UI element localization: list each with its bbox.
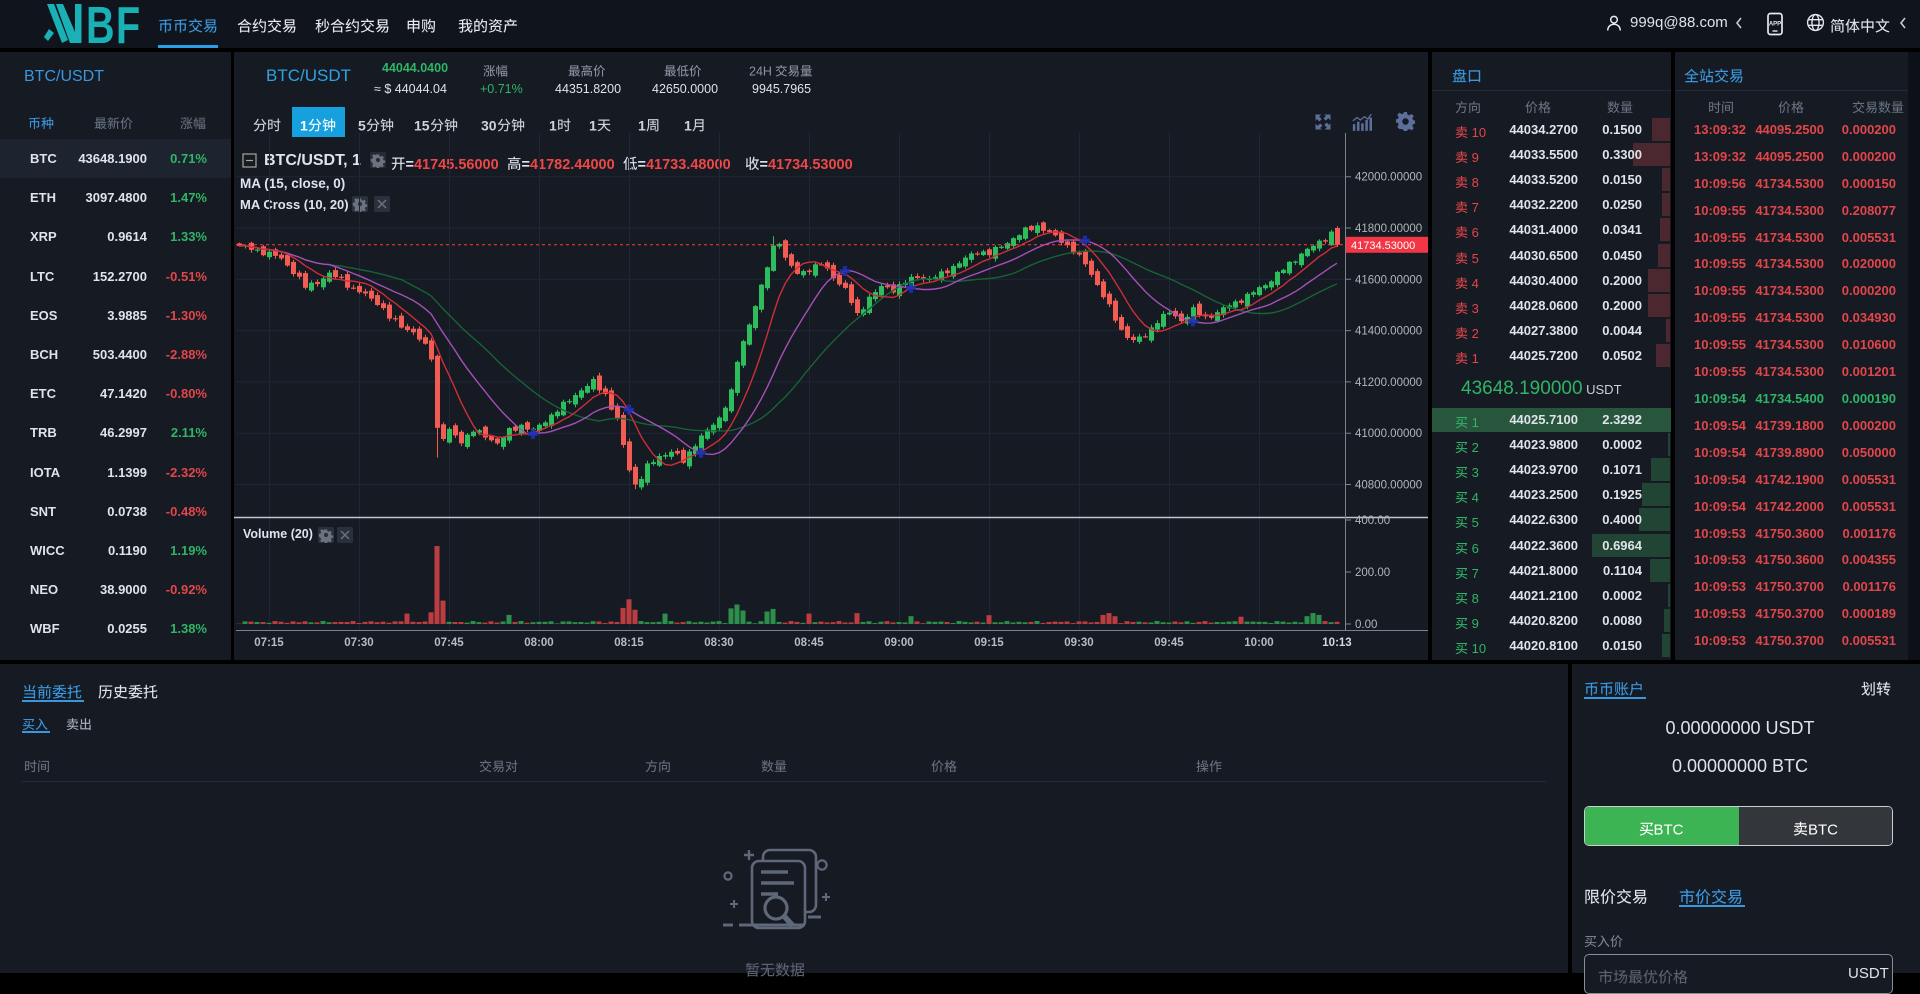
svg-text:07:15: 07:15 xyxy=(254,637,284,649)
svg-text:40800.00000: 40800.00000 xyxy=(1355,480,1422,492)
svg-text:09:45: 09:45 xyxy=(1154,637,1184,649)
svg-text:41000.00000: 41000.00000 xyxy=(1355,428,1422,440)
svg-text:41800.00000: 41800.00000 xyxy=(1355,223,1422,235)
svg-text:08:45: 08:45 xyxy=(794,637,824,649)
svg-text:08:30: 08:30 xyxy=(704,637,733,649)
svg-text:42000.00000: 42000.00000 xyxy=(1355,172,1422,184)
svg-text:09:00: 09:00 xyxy=(884,637,913,649)
svg-text:200.00: 200.00 xyxy=(1355,567,1390,579)
svg-text:0.00: 0.00 xyxy=(1355,619,1377,631)
svg-text:10:13: 10:13 xyxy=(1322,637,1351,649)
svg-text:08:00: 08:00 xyxy=(524,637,553,649)
svg-text:07:45: 07:45 xyxy=(434,637,464,649)
svg-text:09:15: 09:15 xyxy=(974,637,1004,649)
svg-text:F: F xyxy=(116,3,140,45)
svg-text:09:30: 09:30 xyxy=(1064,637,1093,649)
svg-text:41200.00000: 41200.00000 xyxy=(1355,377,1422,389)
svg-text:10:00: 10:00 xyxy=(1244,637,1273,649)
svg-text:41600.00000: 41600.00000 xyxy=(1355,274,1422,286)
svg-text:400.00: 400.00 xyxy=(1355,515,1390,527)
svg-text:08:15: 08:15 xyxy=(614,637,644,649)
svg-text:APP: APP xyxy=(1769,22,1781,28)
svg-text:B: B xyxy=(86,3,115,45)
svg-text:41400.00000: 41400.00000 xyxy=(1355,326,1422,338)
svg-text:07:30: 07:30 xyxy=(344,637,373,649)
svg-text:41734.53000: 41734.53000 xyxy=(1351,240,1415,252)
